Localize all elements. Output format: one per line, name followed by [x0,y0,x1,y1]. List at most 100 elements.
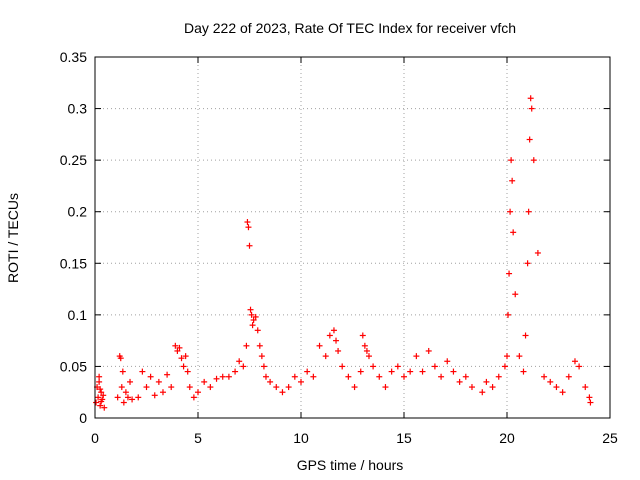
data-point [351,384,358,391]
data-point [195,389,201,396]
data-point [333,337,340,344]
data-point [357,368,364,375]
data-point [96,378,103,385]
data-point [512,291,519,298]
data-point [246,242,253,249]
data-point [507,208,514,215]
data-point [249,322,256,329]
y-tick-label: 0.2 [68,204,88,220]
data-point [151,392,158,399]
data-point [245,224,252,231]
data-point [483,378,490,385]
data-point [98,389,105,396]
data-point [438,373,445,380]
data-point [407,368,414,375]
data-point [326,332,333,339]
data-point [213,375,220,382]
data-point [559,389,566,396]
data-point [155,378,162,385]
data-point [479,389,486,396]
data-point [330,327,337,334]
data-point [505,311,512,318]
data-point [182,353,189,360]
data-point [413,353,420,360]
data-point [174,347,181,354]
data-point [225,373,232,380]
x-tick-label: 25 [602,430,618,446]
x-tick-label: 20 [499,430,515,446]
data-point [127,378,134,385]
data-point [526,136,533,143]
data-point [401,373,407,380]
x-tick-label: 15 [396,430,412,446]
x-tick-label: 10 [293,430,309,446]
data-point [361,342,368,349]
data-point [135,394,142,401]
data-point [172,342,179,349]
y-tick-label: 0.3 [68,101,88,117]
data-point [236,358,243,365]
data-point [256,342,263,349]
data-point [129,396,136,403]
data-point [530,157,537,164]
data-point [522,332,529,339]
data-point [370,363,377,370]
data-point [244,219,251,226]
data-point [425,347,432,354]
data-point [117,355,124,362]
data-point [248,311,255,318]
x-tick-label: 0 [91,430,99,446]
data-point [310,373,317,380]
data-point [565,373,572,380]
plot-frame [94,56,611,419]
data-point [524,260,531,267]
data-point [164,371,171,378]
data-point [93,399,100,406]
data-point [516,353,523,360]
data-point [510,229,517,236]
y-tick-label: 0 [79,410,87,426]
data-point [143,384,150,391]
data-point [335,347,342,354]
tick-layer: 0 5 10 15 20 25 0 0.05 0.1 0.15 0.2 0.25 0.3 0.35 [60,49,618,446]
data-point [444,358,451,365]
x-tick-label: 5 [194,430,202,446]
data-point [114,394,121,401]
y-tick-label: 0.25 [60,152,87,168]
y-tick-label: 0.1 [68,307,88,323]
data-point [124,394,131,401]
data-point [462,373,469,380]
data-point [122,389,129,396]
data-point [316,342,323,349]
data-point [506,270,513,277]
y-axis-label: ROTI / TECUs [5,193,21,283]
data-point [232,368,239,375]
data-point [273,384,280,391]
data-point [525,208,532,215]
data-point [468,384,475,391]
data-point [201,378,208,385]
data-point [365,353,372,360]
data-point [98,398,105,405]
data-point [178,355,185,362]
data-point [547,378,554,385]
data-point [528,105,535,112]
y-tick-label: 0.05 [60,358,87,374]
data-point [219,373,226,380]
data-point [304,368,311,375]
data-marks [93,95,594,411]
data-point [118,384,125,391]
data-point [252,313,259,320]
data-point [376,373,383,380]
data-point [363,347,370,354]
data-point [504,353,510,360]
data-point [119,368,126,375]
data-point [322,353,329,360]
data-point [587,399,594,406]
data-point [95,394,102,401]
data-point [254,327,261,334]
data-point [190,394,197,401]
data-point [262,373,269,380]
